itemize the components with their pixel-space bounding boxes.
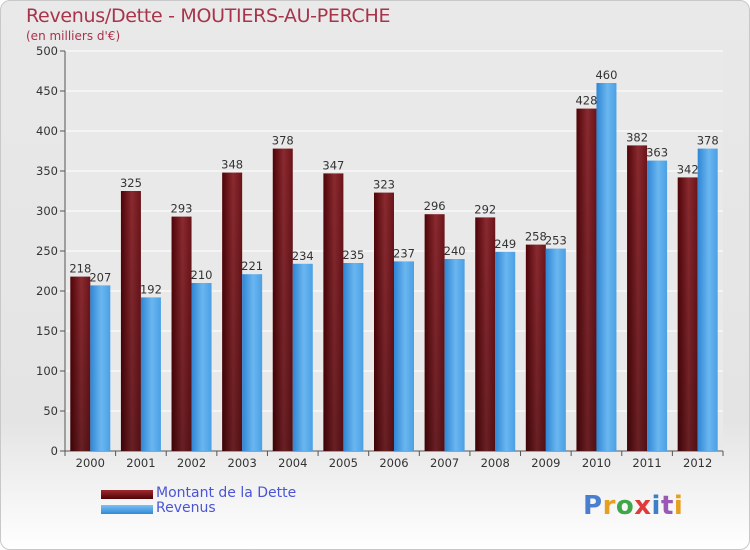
y-tick-label: 350 [36, 164, 58, 178]
data-label-dette: 258 [525, 230, 547, 244]
data-label-dette: 382 [626, 130, 648, 144]
x-tick-label: 2007 [430, 456, 459, 470]
bar-dette-shade [576, 108, 597, 451]
bar-dette-shade [424, 214, 445, 451]
bar-revenus [292, 263, 313, 451]
y-tick-label: 200 [36, 284, 58, 298]
data-label-revenus: 240 [444, 244, 466, 258]
data-label-revenus: 192 [140, 282, 162, 296]
x-tick-label: 2002 [177, 456, 206, 470]
data-label-dette: 378 [272, 134, 294, 148]
data-label-revenus: 234 [292, 249, 314, 263]
bar-revenus [90, 285, 111, 451]
bar-revenus [191, 283, 212, 451]
bar-revenus [596, 83, 617, 451]
data-label-revenus: 249 [494, 237, 516, 251]
data-label-revenus: 235 [342, 248, 364, 262]
bar-revenus [343, 263, 364, 451]
bar-revenus [444, 259, 465, 451]
data-label-revenus: 237 [393, 246, 415, 260]
bar-revenus [545, 248, 566, 451]
x-tick-label: 2009 [531, 456, 560, 470]
y-tick-label: 100 [36, 364, 58, 378]
y-tick-label: 450 [36, 84, 58, 98]
data-label-revenus: 460 [595, 68, 617, 82]
x-tick-label: 2004 [278, 456, 307, 470]
proxiti-logo: Proxiti [583, 491, 684, 521]
legend-label-revenus: Revenus [156, 500, 216, 516]
data-label-dette: 348 [221, 158, 243, 172]
legend-swatch-dette [101, 490, 153, 499]
data-label-dette: 293 [171, 202, 193, 216]
data-label-revenus: 221 [241, 259, 263, 273]
x-tick-label: 2000 [76, 456, 105, 470]
data-label-revenus: 207 [89, 270, 111, 284]
data-label-dette: 292 [474, 202, 496, 216]
y-tick-label: 150 [36, 324, 58, 338]
x-tick-label: 2005 [329, 456, 358, 470]
y-tick-label: 250 [36, 244, 58, 258]
x-tick-label: 2011 [632, 456, 661, 470]
x-tick-label: 2001 [126, 456, 155, 470]
y-tick-label: 500 [36, 44, 58, 58]
bar-dette-shade [525, 244, 546, 451]
x-tick-label: 2010 [582, 456, 611, 470]
data-label-dette: 325 [120, 176, 142, 190]
data-label-revenus: 378 [697, 134, 719, 148]
bar-revenus [647, 160, 668, 451]
bar-dette-shade [70, 276, 91, 451]
bar-revenus [394, 261, 414, 451]
bar-dette-shade [475, 217, 496, 451]
y-tick-label: 0 [51, 444, 58, 458]
data-label-dette: 347 [322, 158, 344, 172]
data-label-dette: 428 [575, 94, 597, 108]
legend-swatch-revenus [101, 505, 153, 514]
chart-subtitle: (en milliers d'€) [26, 29, 121, 43]
bar-revenus [495, 251, 516, 451]
data-label-revenus: 210 [191, 268, 213, 282]
data-label-revenus: 363 [646, 146, 668, 160]
bar-revenus [242, 274, 263, 451]
x-tick-label: 2006 [379, 456, 408, 470]
bar-dette-shade [677, 177, 698, 451]
data-label-dette: 296 [424, 199, 446, 213]
data-label-dette: 342 [677, 162, 699, 176]
y-tick-label: 300 [36, 204, 58, 218]
bar-dette-shade [374, 192, 394, 451]
bar-dette-shade [120, 191, 141, 451]
legend-label-dette: Montant de la Dette [156, 485, 297, 501]
data-label-dette: 218 [69, 262, 91, 276]
bar-dette-shade [272, 148, 293, 451]
data-label-dette: 323 [373, 178, 395, 192]
bar-dette-shade [323, 173, 344, 451]
y-tick-label: 50 [43, 404, 58, 418]
x-tick-label: 2012 [683, 456, 712, 470]
bar-revenus [697, 148, 718, 451]
bar-dette-shade [222, 172, 243, 451]
bar-dette-shade [627, 145, 648, 451]
bar-dette-shade [171, 216, 192, 451]
x-tick-label: 2008 [481, 456, 510, 470]
y-tick-label: 400 [36, 124, 58, 138]
data-label-revenus: 253 [545, 234, 567, 248]
x-tick-label: 2003 [228, 456, 257, 470]
bar-revenus [140, 297, 161, 451]
chart-title: Revenus/Dette - MOUTIERS-AU-PERCHE [26, 5, 391, 27]
